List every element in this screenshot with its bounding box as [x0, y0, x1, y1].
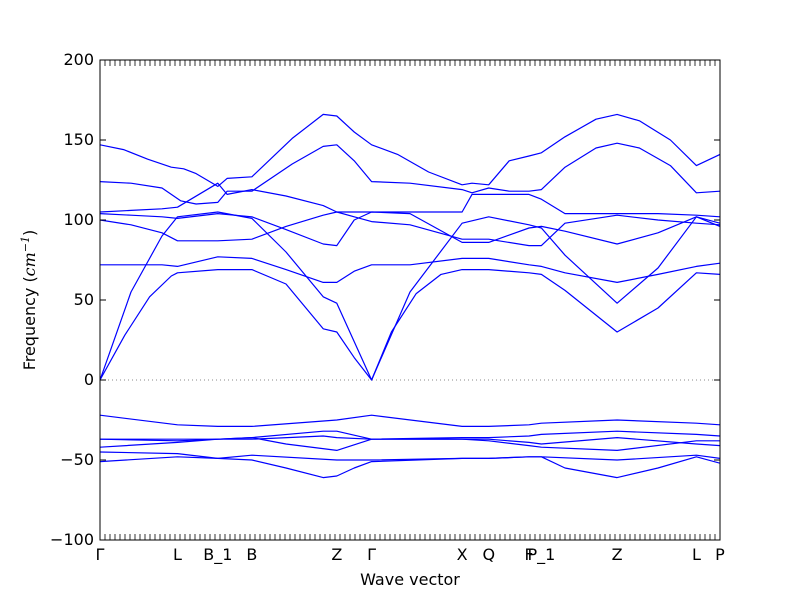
x-axis-label: Wave vector [360, 570, 460, 589]
y-axis-ticks: −100 −50 0 50 100 150 200 [50, 50, 720, 549]
band-line-5 [100, 211, 720, 247]
y-tick-label: 0 [84, 370, 94, 389]
band-line-13 [100, 451, 720, 461]
x-tick-label: P_1 [528, 545, 556, 565]
band-line-1 [100, 113, 720, 187]
minor-ticks [99, 60, 721, 540]
x-tick-label: Γ [96, 545, 105, 564]
x-tick-label: Q [482, 545, 495, 564]
x-tick-label: Z [612, 545, 623, 564]
band-line-12 [100, 437, 720, 451]
x-tick-label: F [524, 545, 533, 564]
x-tick-label: Γ [367, 545, 376, 564]
y-tick-label: −100 [50, 530, 94, 549]
y-axis-label-suffix: ) [20, 230, 39, 236]
y-tick-label: −50 [60, 450, 94, 469]
y-tick-label: 150 [63, 130, 94, 149]
x-tick-label: P [715, 545, 725, 564]
y-axis-label: Frequency (cm−1) [19, 230, 39, 371]
x-tick-label: L [173, 545, 182, 564]
band-line-8 [100, 269, 720, 381]
y-axis-label-prefix: Frequency ( [20, 276, 39, 370]
y-tick-label: 100 [63, 210, 94, 229]
y-tick-label: 50 [74, 290, 94, 309]
band-line-7 [100, 211, 720, 381]
x-tick-label: Z [331, 545, 342, 564]
x-tick-label: X [457, 545, 468, 564]
band-line-3 [100, 182, 720, 218]
x-tick-label: B_1 [203, 545, 232, 565]
band-line-4 [100, 211, 720, 247]
band-line-2 [100, 142, 720, 205]
x-tick-label: B [246, 545, 257, 564]
band-line-14 [100, 456, 720, 479]
y-axis-label-unit: cm [20, 252, 39, 276]
band-line-6 [100, 256, 720, 283]
x-axis-ticks: Γ L B_1 B Z Γ X Q FP_1 Z L P [96, 545, 726, 565]
band-lines [100, 113, 720, 479]
band-line-9 [100, 414, 720, 427]
x-tick-label: L [692, 545, 701, 564]
plot-frame [99, 59, 721, 541]
y-axis-label-exponent: −1 [19, 236, 32, 252]
y-tick-label: 200 [63, 50, 94, 69]
